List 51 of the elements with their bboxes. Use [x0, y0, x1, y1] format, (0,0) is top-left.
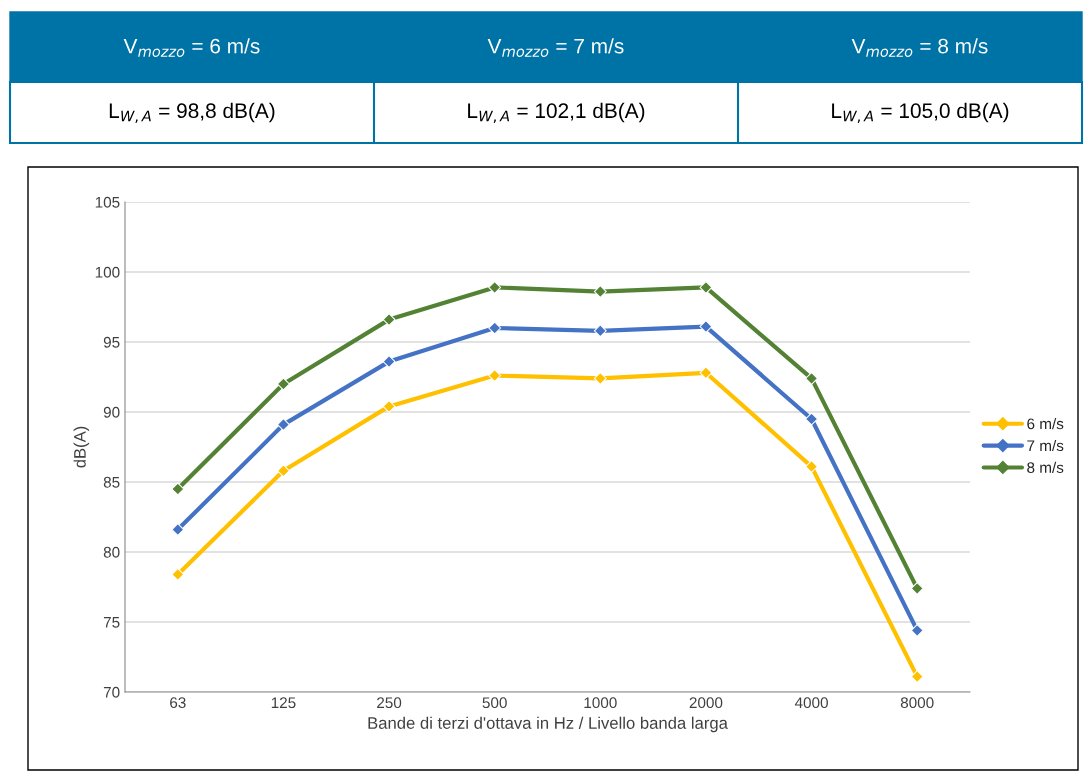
- point: [805, 412, 818, 426]
- text: L$_{W,A}$ = 98,8 dB(A): [109, 102, 275, 123]
- point: [805, 460, 818, 474]
- point: [382, 399, 396, 413]
- text: L$_{W,A}$ = 105,0 dB(A): [832, 102, 1009, 123]
- point: [277, 464, 290, 478]
- point: [699, 366, 713, 380]
- y-axis-title: dB(A): [73, 426, 90, 468]
- point: [910, 581, 924, 595]
- y-tick-label: 90: [103, 406, 120, 418]
- text: L$_{W,A}$ = 102,1 dB(A): [468, 102, 645, 123]
- y-tick-label: 75: [103, 617, 120, 628]
- point: [593, 285, 607, 299]
- point: [488, 280, 502, 294]
- x-tick-label: 1000: [584, 697, 617, 709]
- point: [171, 482, 185, 496]
- legend-label: 8 m/s: [1027, 461, 1064, 473]
- point: [699, 280, 713, 294]
- point: [488, 321, 502, 335]
- x-tick-label: 4000: [794, 697, 828, 709]
- point: [488, 369, 502, 383]
- y-tick-label: 85: [103, 476, 120, 488]
- x-tick-label: 125: [271, 697, 296, 709]
- y-tick-label: 95: [103, 336, 120, 348]
- x-axis-title: Bande di terzi d'ottava in Hz / Livello banda larga: [368, 716, 728, 733]
- point: [277, 377, 290, 391]
- point: [382, 313, 396, 327]
- x-tick-label: 8000: [900, 697, 934, 709]
- legend-label: 7 m/s: [1027, 439, 1064, 452]
- y-tick-label: 70: [103, 686, 120, 698]
- y-tick-label: 80: [103, 546, 120, 558]
- point: [593, 371, 607, 385]
- y-tick-label: 105: [95, 196, 120, 208]
- point: [593, 324, 607, 338]
- x-tick-label: 250: [377, 697, 402, 709]
- point: [382, 355, 396, 369]
- text: V$_{mozzo}$ = 8 m/s: [851, 38, 988, 57]
- x-tick-label: 2000: [689, 697, 723, 709]
- x-tick-label: 63: [170, 697, 186, 709]
- text: V$_{mozzo}$ = 6 m/s: [123, 38, 260, 57]
- y-tick-label: 100: [95, 266, 120, 278]
- legend-label: 6 m/s: [1027, 418, 1064, 430]
- point: [910, 670, 924, 684]
- point: [699, 320, 713, 334]
- point: [171, 567, 185, 581]
- x-tick-label: 500: [482, 697, 507, 709]
- text: V$_{mozzo}$ = 7 m/s: [487, 38, 624, 57]
- point: [805, 371, 818, 385]
- point: [910, 623, 924, 637]
- point: [277, 418, 290, 432]
- point: [171, 523, 185, 537]
